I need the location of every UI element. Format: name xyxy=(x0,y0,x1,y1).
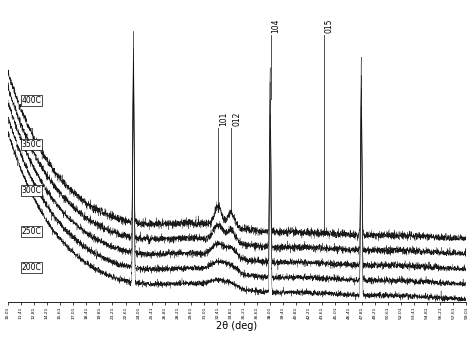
Text: 350C: 350C xyxy=(21,140,41,149)
Text: 015: 015 xyxy=(325,19,334,33)
Text: 012: 012 xyxy=(232,112,241,126)
Text: 104: 104 xyxy=(272,19,281,33)
Text: 200C: 200C xyxy=(21,263,41,272)
Text: 300C: 300C xyxy=(21,186,41,195)
Text: 101: 101 xyxy=(219,112,228,126)
X-axis label: 2θ (deg): 2θ (deg) xyxy=(217,321,257,332)
Text: 250C: 250C xyxy=(21,227,41,236)
Text: 400C: 400C xyxy=(21,96,41,105)
